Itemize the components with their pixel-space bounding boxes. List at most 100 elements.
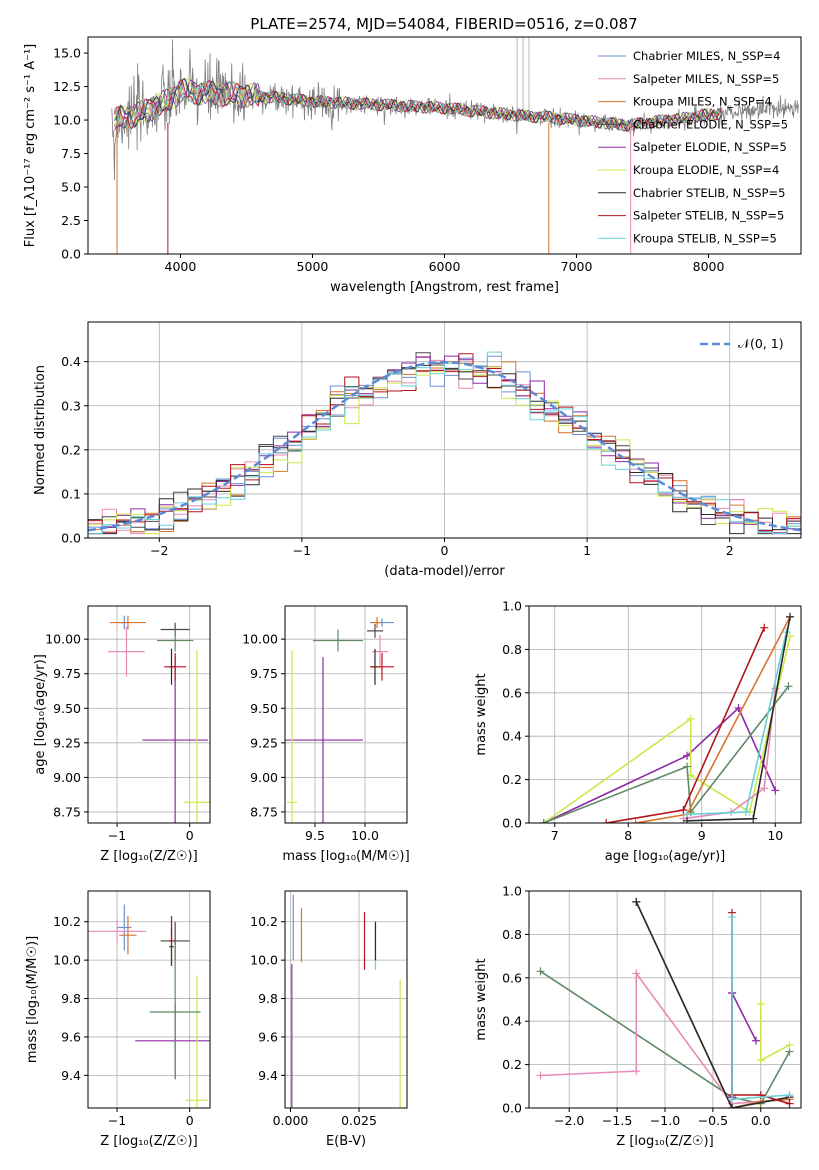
x-tick-label: −2.0: [554, 1113, 584, 1128]
y-tick-label: 8.75: [53, 804, 81, 819]
figure-title: PLATE=2574, MJD=54084, FIBERID=0516, z=0…: [250, 15, 637, 33]
weight-marker: [632, 969, 641, 978]
y-tick-label: 0.8: [502, 642, 522, 657]
x-tick-label: 9: [698, 828, 706, 843]
x-axis-label: Z [log₁₀(Z/Z☉)]: [616, 1134, 713, 1149]
plot-area-age-vs-Z: [88, 606, 210, 823]
x-tick-label: 10: [767, 828, 783, 843]
legend-entry: 𝒩(0, 1): [738, 336, 784, 351]
y-tick-label: 9.00: [53, 770, 81, 785]
panel-spectrum: 4000 5000 6000 7000 8000 0.0 2.5 5.0 7.5 10.0 12.5…: [23, 36, 802, 295]
weight-track: [760, 1003, 790, 1062]
x-tick-label: −2: [150, 543, 168, 558]
x-tick-label: 8: [624, 828, 632, 843]
y-tick-label: 9.25: [250, 735, 278, 750]
x-axis-label: mass [log₁₀(M/M☉)]: [282, 849, 409, 864]
x-tick-label: 0.000: [273, 1113, 309, 1128]
y-tick-label: 0.0: [502, 1101, 522, 1116]
model-fit-line: [113, 81, 723, 130]
y-tick-label: 0.4: [502, 1014, 522, 1029]
weight-marker: [632, 897, 641, 906]
y-tick-label: 1.0: [502, 884, 522, 899]
weight-marker: [536, 967, 545, 976]
x-tick-label: 4000: [165, 259, 197, 274]
axes-frame: [87, 36, 802, 255]
weight-marker: [785, 1041, 794, 1050]
panel-age-vs-Z: −1 0 8.75 9.00 9.25 9.50 9.75 10.00 Z [log₁₀(Z/Z…: [33, 605, 211, 864]
normal-curve: [88, 360, 801, 532]
weight-marker: [785, 632, 794, 641]
x-tick-label: 6000: [429, 259, 461, 274]
y-tick-label: 9.6: [258, 1029, 278, 1044]
y-tick-label: 0.0: [61, 247, 81, 262]
y-tick-label: 0.6: [502, 970, 522, 985]
weight-marker: [771, 786, 780, 795]
y-tick-label: 0.2: [502, 1057, 522, 1072]
y-axis-label: mass [log₁₀(M/M☉)]: [25, 936, 40, 1063]
x-axis-label: wavelength [Angstrom, rest frame]: [330, 280, 559, 295]
y-tick-label: 0.0: [61, 531, 81, 546]
y-tick-label: 15.0: [53, 46, 81, 61]
axes-frame: [528, 890, 802, 1109]
y-axis-label: Flux [f_λ10⁻¹⁷ erg cm⁻² s⁻¹ A⁻¹]: [23, 44, 38, 248]
y-tick-label: 0.8: [502, 927, 522, 942]
x-axis-label: Z [log₁₀(Z/Z☉)]: [100, 849, 197, 864]
y-tick-label: 12.5: [53, 79, 81, 94]
y-tick-label: 9.75: [53, 666, 81, 681]
x-tick-label: −1: [108, 1113, 126, 1128]
y-tick-label: 10.2: [250, 914, 278, 929]
plot-area-residuals: [88, 322, 801, 538]
x-tick-label: 7000: [561, 259, 593, 274]
weight-marker: [756, 1056, 765, 1065]
axes-frame: [284, 890, 408, 1109]
y-tick-label: 5.0: [61, 180, 81, 195]
y-axis-label: age [log₁₀(age/yr)]: [33, 654, 48, 775]
x-tick-label: 0: [441, 543, 449, 558]
x-tick-label: −1.0: [650, 1113, 680, 1128]
weight-marker: [683, 751, 692, 760]
x-tick-label: 5000: [297, 259, 329, 274]
legend-entry: Chabrier STELIB, N_SSP=5: [633, 186, 785, 200]
plot-area-spectrum: [111, 37, 799, 254]
weight-marker: [760, 623, 769, 632]
y-tick-label: 9.8: [61, 991, 81, 1006]
x-tick-label: 7: [551, 828, 559, 843]
weight-track: [543, 685, 790, 823]
weight-marker: [683, 816, 692, 823]
panel-weight-vs-Z: −2.0 −1.5 −1.0 −0.5 0.0 0.0 0.2 0.4 0.6 0.8 1.0 Z […: [474, 884, 802, 1149]
x-tick-label: 2: [726, 543, 734, 558]
weight-marker: [771, 684, 780, 693]
weight-marker: [686, 714, 695, 723]
weight-track: [731, 992, 757, 1098]
weight-marker: [785, 1099, 794, 1108]
weight-marker: [728, 1095, 737, 1104]
weight-marker: [756, 999, 765, 1008]
model-fit-line: [114, 80, 722, 132]
y-tick-label: 9.50: [53, 701, 81, 716]
y-axis-label: mass weight: [474, 673, 489, 755]
panel-mass-vs-ebv: 0.000 0.025 9.4 9.6 9.8 10.0 10.2 E(B-V): [250, 890, 408, 1149]
y-tick-label: 9.75: [250, 666, 278, 681]
observed-spectrum: [111, 39, 799, 181]
axes-frame: [87, 890, 211, 1109]
plot-area-age-vs-mass: [285, 606, 407, 823]
plot-area-mass-vs-Z: [88, 891, 210, 1108]
weight-marker: [749, 814, 758, 823]
x-axis-label: E(B-V): [326, 1134, 366, 1149]
axes-frame: [87, 321, 802, 539]
y-tick-label: 2.5: [61, 213, 81, 228]
x-tick-label: −1.5: [602, 1113, 632, 1128]
weight-track: [635, 901, 790, 1108]
y-tick-label: 10.00: [45, 632, 81, 647]
x-axis-label: age [log₁₀(age/yr)]: [605, 849, 726, 864]
weight-marker: [679, 805, 688, 814]
weight-marker: [728, 1104, 737, 1108]
y-tick-label: 9.50: [250, 701, 278, 716]
panel-weight-vs-age: 7 8 9 10 0.0 0.2 0.4 0.6 0.8 1.0 age [log₁₀(age/yr…: [474, 599, 802, 864]
legend-entry: Salpeter MILES, N_SSP=5: [633, 72, 779, 86]
y-tick-label: 10.0: [53, 953, 81, 968]
legend-entry: Kroupa MILES, N_SSP=4: [633, 95, 772, 109]
weight-marker: [632, 1067, 641, 1076]
weight-marker: [734, 703, 743, 712]
